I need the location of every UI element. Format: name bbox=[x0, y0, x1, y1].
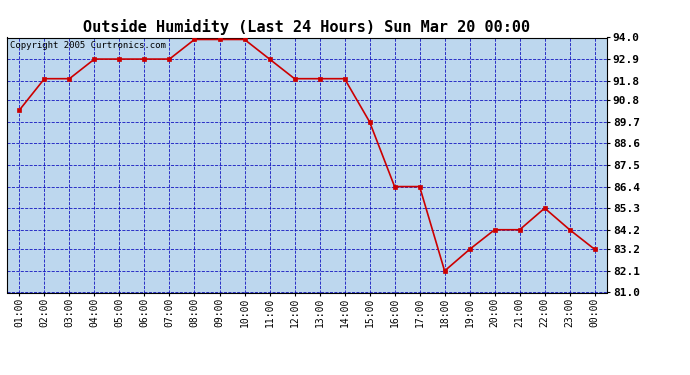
Text: Copyright 2005 Curtronics.com: Copyright 2005 Curtronics.com bbox=[10, 41, 166, 50]
Title: Outside Humidity (Last 24 Hours) Sun Mar 20 00:00: Outside Humidity (Last 24 Hours) Sun Mar… bbox=[83, 19, 531, 35]
